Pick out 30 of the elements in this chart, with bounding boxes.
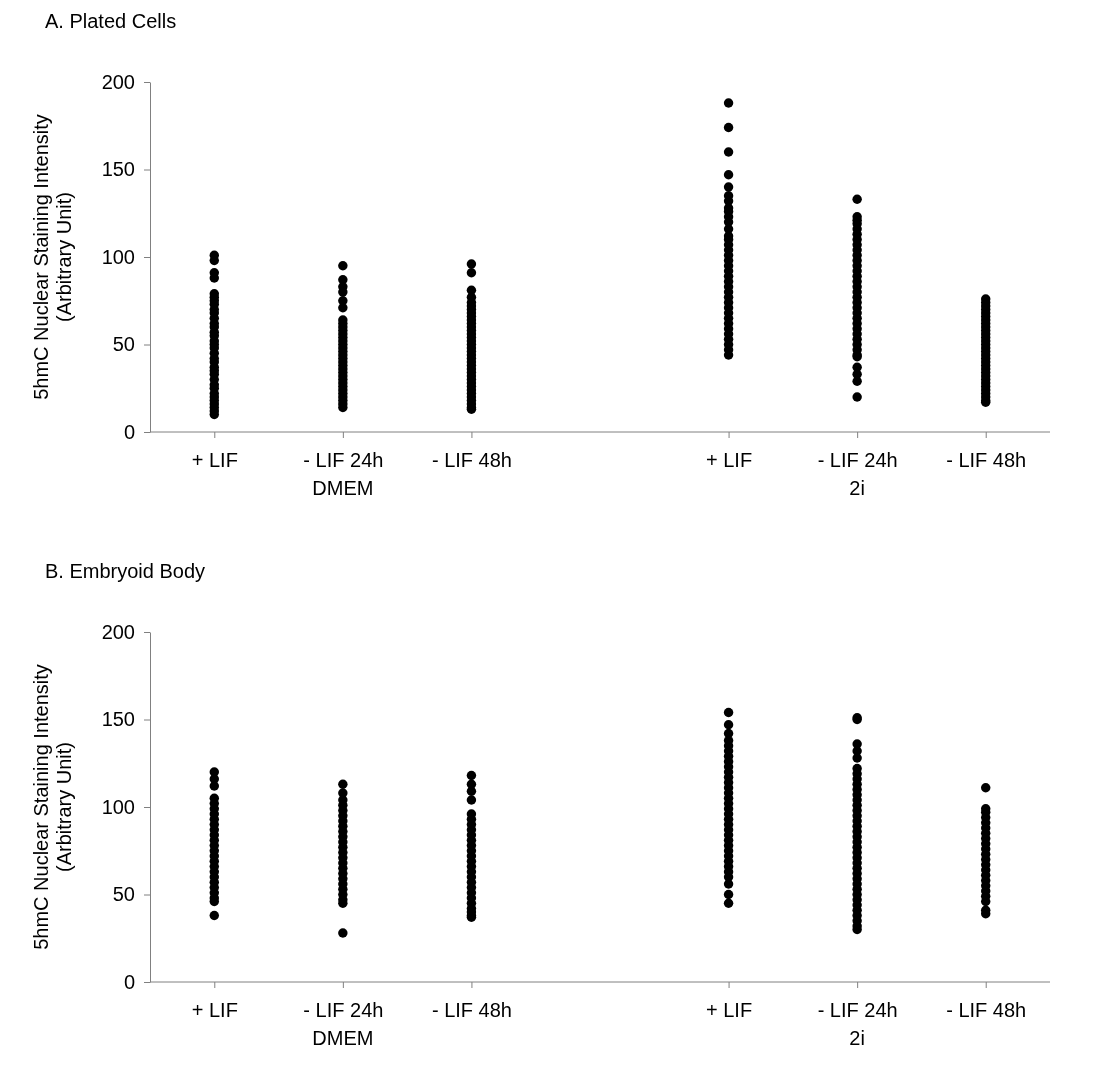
text: 2i: [849, 477, 865, 499]
y-axis-title: 5hmC Nuclear Staining Intensity (Arbitrary Unit): [30, 114, 75, 400]
x-tick-label: + LIF: [191, 449, 238, 471]
x-tick-label: - LIF 48h: [946, 449, 1027, 471]
y-tick-label: 100: [101, 245, 135, 268]
y-tick-label: 150: [101, 708, 135, 731]
y-tick-label: 50: [112, 883, 135, 906]
y-axis-title: 5hmC Nuclear Staining Intensity (Arbitrary Unit): [30, 664, 75, 950]
y-tick-label: 150: [101, 158, 135, 181]
x-tick-label: - LIF 24h: [817, 999, 898, 1021]
text: DMEM: [312, 477, 374, 499]
x-tick-label: + LIF: [706, 449, 753, 471]
x-tick-label: - LIF 48h: [946, 999, 1027, 1021]
text: 2i: [849, 1027, 865, 1049]
text: DMEM: [312, 1027, 374, 1049]
x-tick-label: + LIF: [191, 999, 238, 1021]
y-tick-label: 200: [101, 70, 135, 93]
x-tick-label: - LIF 48h: [431, 999, 512, 1021]
y-tick-label: 200: [101, 620, 135, 643]
x-tick-label: - LIF 24h: [303, 999, 384, 1021]
x-tick-label: + LIF: [706, 999, 753, 1021]
x-tick-label: - LIF 24h: [817, 449, 898, 471]
x-tick-label: - LIF 48h: [431, 449, 512, 471]
y-tick-label: 50: [112, 333, 135, 356]
y-tick-label: 0: [123, 970, 135, 993]
y-tick-label: 0: [123, 420, 135, 443]
y-tick-label: 100: [101, 795, 135, 818]
x-tick-label: - LIF 24h: [303, 449, 384, 471]
chart-title: B. Embryoid Body: [45, 560, 206, 582]
chart-title: A. Plated Cells: [45, 10, 177, 32]
